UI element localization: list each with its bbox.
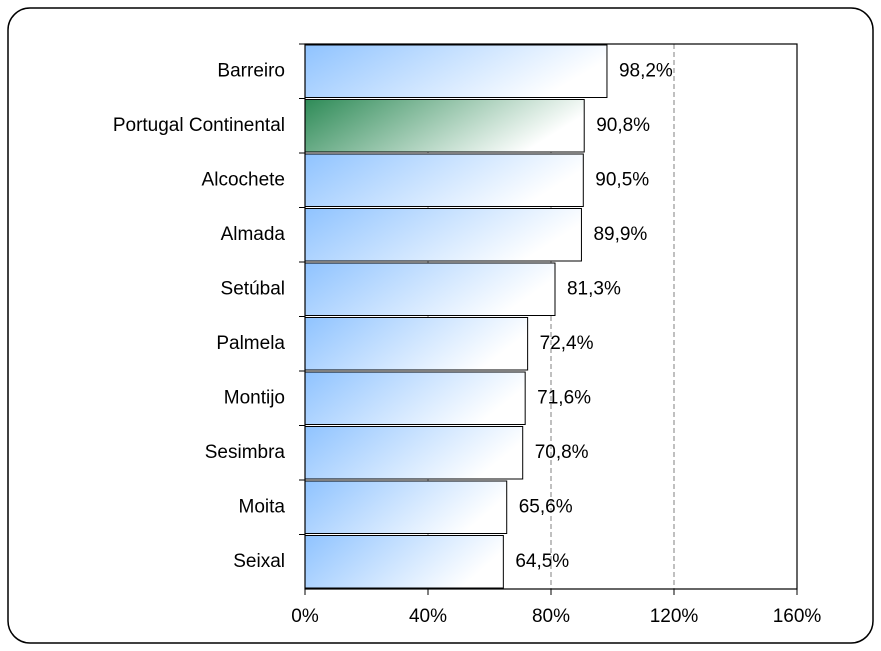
bar	[304, 208, 582, 262]
bar	[304, 153, 584, 207]
value-label: 89,9%	[593, 224, 647, 245]
x-tick-label: 0%	[291, 606, 319, 627]
value-label: 90,5%	[595, 169, 649, 190]
bar	[304, 480, 508, 534]
y-tick-label: Sesimbra	[205, 442, 286, 463]
y-tick-label: Montijo	[224, 387, 285, 408]
bar	[304, 99, 585, 153]
bar	[304, 426, 524, 480]
y-tick-label: Almada	[221, 224, 286, 245]
value-label: 72,4%	[540, 333, 594, 354]
value-label: 70,8%	[535, 442, 589, 463]
bar	[304, 262, 556, 316]
value-label: 65,6%	[519, 496, 573, 517]
y-tick-label: Seixal	[233, 551, 285, 572]
bar	[304, 317, 529, 371]
y-tick-label: Barreiro	[217, 60, 285, 81]
x-tick-label: 80%	[532, 606, 570, 627]
value-label: 81,3%	[567, 278, 621, 299]
x-tick-label: 40%	[409, 606, 447, 627]
y-tick-label: Palmela	[216, 333, 285, 354]
bar	[304, 44, 608, 98]
x-tick-label: 120%	[650, 606, 699, 627]
bar	[304, 371, 526, 425]
value-label: 71,6%	[537, 387, 591, 408]
x-tick-label: 160%	[773, 606, 822, 627]
value-label: 98,2%	[619, 60, 673, 81]
bar	[304, 535, 504, 589]
y-tick-label: Portugal Continental	[113, 115, 285, 136]
value-label: 64,5%	[515, 551, 569, 572]
value-label: 90,8%	[596, 115, 650, 136]
y-tick-label: Moita	[239, 496, 286, 517]
y-tick-label: Alcochete	[202, 169, 285, 190]
y-tick-label: Setúbal	[221, 278, 285, 299]
